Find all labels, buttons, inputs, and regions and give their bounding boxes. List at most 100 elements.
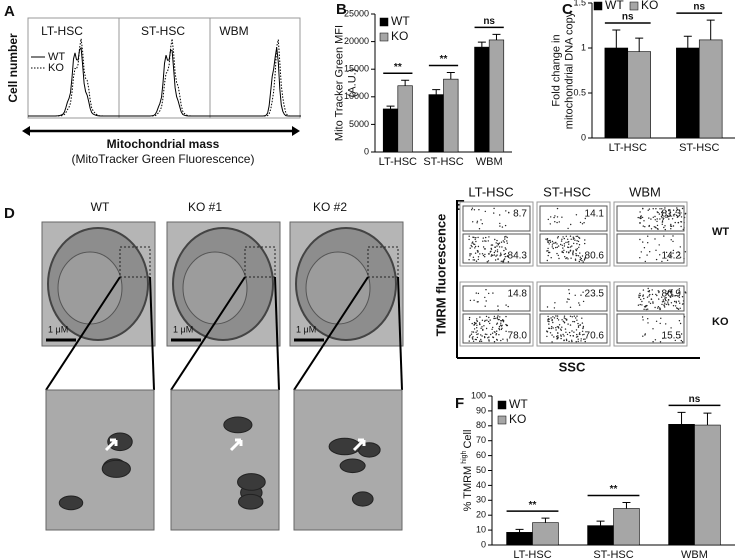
event-dot: [580, 294, 582, 296]
mitochondrion: [58, 495, 84, 511]
event-dot: [674, 339, 676, 342]
event-dot: [649, 251, 651, 253]
event-dot: [657, 306, 660, 308]
event-dot: [563, 243, 566, 245]
event-dot: [675, 211, 677, 213]
event-dot: [672, 214, 675, 216]
event-dot: [551, 240, 554, 243]
event-dot: [659, 208, 661, 210]
event-dot: [640, 215, 642, 218]
event-dot: [556, 335, 558, 338]
event-dot: [568, 298, 570, 301]
gate: [616, 233, 685, 264]
event-dot: [678, 296, 681, 298]
column-label: KO #1: [188, 200, 222, 214]
event-dot: [664, 297, 666, 299]
event-dot: [667, 299, 670, 301]
event-dot: [568, 251, 570, 254]
event-dot: [556, 338, 558, 340]
event-dot: [637, 216, 639, 219]
event-dot: [506, 340, 509, 342]
event-dot: [646, 296, 649, 298]
event-dot: [665, 303, 667, 306]
event-dot: [561, 238, 563, 240]
zoom-line: [397, 276, 403, 391]
bar: [668, 424, 695, 546]
event-dot: [661, 212, 663, 214]
event-dot: [552, 242, 554, 244]
event-dot: [680, 212, 682, 214]
bar: [428, 94, 444, 153]
event-dot: [479, 323, 481, 326]
event-dot: [578, 333, 581, 335]
event-dot: [469, 334, 471, 337]
event-dot: [493, 317, 495, 320]
event-dot: [570, 238, 572, 240]
bar: [382, 108, 399, 153]
event-dot: [473, 299, 475, 301]
event-dot: [481, 326, 483, 328]
y-tick-label: 25000: [344, 8, 369, 18]
event-dot: [672, 235, 674, 237]
event-dot: [658, 290, 660, 293]
histogram-wt: [210, 47, 301, 117]
event-dot: [568, 241, 570, 243]
event-dot: [641, 300, 643, 303]
event-dot: [642, 319, 644, 321]
event-dot: [669, 254, 671, 256]
bar: [474, 46, 490, 153]
event-dot: [679, 246, 681, 248]
mitochondrion: [328, 437, 361, 456]
event-dot: [553, 307, 556, 309]
event-dot: [548, 327, 551, 330]
event-dot: [643, 308, 645, 310]
event-dot: [476, 222, 478, 224]
event-dot: [569, 246, 572, 248]
event-dot: [548, 320, 550, 323]
event-dot: [576, 248, 579, 250]
event-dot: [551, 334, 553, 336]
event-dot: [503, 259, 505, 261]
y-axis-label: Mito Tracker Green MFI(A.U.): [333, 25, 358, 141]
event-dot: [571, 340, 573, 343]
error-bar: [677, 411, 686, 425]
event-dot: [482, 237, 484, 239]
event-dot: [567, 258, 569, 260]
event-dot: [685, 292, 687, 294]
gate: [616, 313, 685, 344]
event-dot: [556, 221, 558, 224]
event-dot: [473, 209, 476, 211]
event-dot: [659, 308, 661, 311]
event-dot: [576, 319, 578, 321]
gate-value: 84.3: [508, 251, 528, 262]
event-dot: [580, 340, 582, 342]
event-dot: [546, 239, 548, 241]
event-dot: [566, 301, 568, 303]
event-dot: [670, 290, 673, 292]
y-tick-label: 100: [471, 390, 486, 400]
event-dot: [477, 292, 480, 295]
event-dot: [579, 324, 581, 326]
event-dot: [507, 261, 510, 263]
event-dot: [502, 321, 505, 323]
event-dot: [490, 247, 492, 250]
event-dot: [643, 247, 646, 249]
y-tick-label: 0: [581, 132, 586, 142]
y-tick-label: 30: [476, 495, 486, 505]
event-dot: [500, 322, 502, 324]
event-dot: [568, 292, 571, 295]
event-dot: [676, 208, 679, 211]
event-dot: [575, 336, 578, 338]
legend-label: KO: [391, 29, 408, 43]
event-dot: [558, 257, 560, 260]
bar: [532, 522, 559, 546]
event-dot: [563, 245, 566, 247]
legend-label: KO: [641, 0, 658, 12]
event-dot: [681, 296, 684, 298]
event-dot: [485, 236, 487, 239]
event-dot: [472, 331, 475, 333]
event-dot: [473, 321, 476, 324]
event-dot: [567, 238, 569, 240]
event-dot: [572, 251, 574, 254]
event-dot: [471, 331, 473, 333]
